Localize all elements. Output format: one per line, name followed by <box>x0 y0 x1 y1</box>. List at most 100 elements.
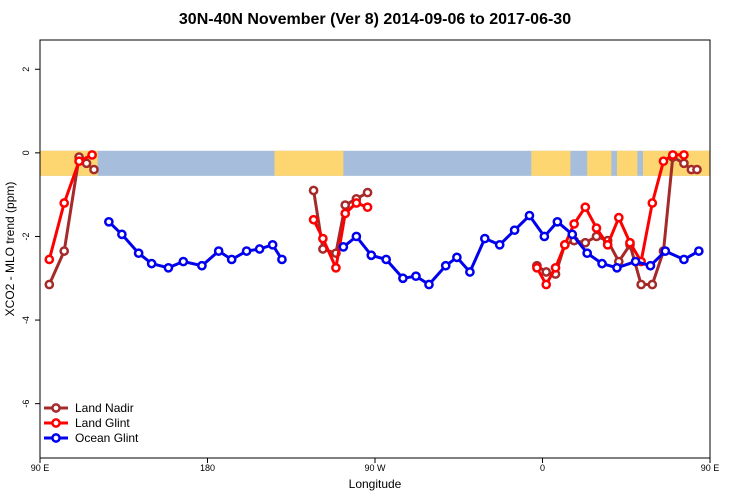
legend-ocean-glint-label: Ocean Glint <box>75 431 139 445</box>
ocean-glint-point <box>465 267 475 277</box>
ocean-glint-point <box>479 233 490 244</box>
land-sea-band <box>40 150 710 176</box>
land-nadir-point <box>81 158 92 169</box>
land-glint-point <box>647 198 658 208</box>
ocean-glint-line <box>107 220 284 270</box>
land-glint-point <box>580 202 591 213</box>
land-band-segment <box>274 150 344 176</box>
ocean-glint-point <box>452 252 462 263</box>
land-nadir-line <box>47 155 95 286</box>
land-band-segment <box>616 150 638 176</box>
ocean-glint-point <box>494 239 505 250</box>
land-nadir-point <box>362 187 373 198</box>
land-glint-point <box>613 212 624 223</box>
land-glint-point <box>331 262 341 273</box>
ocean-glint-point <box>582 248 593 259</box>
legend-ocean-glint-marker <box>51 433 61 443</box>
land-nadir-point <box>44 279 55 290</box>
ocean-glint-point <box>630 256 641 267</box>
land-glint-point <box>340 208 351 219</box>
x-axis-label: Longitude <box>349 477 402 491</box>
ocean-glint-point <box>254 244 265 254</box>
land-nadir-point <box>308 185 319 196</box>
ocean-glint-point <box>524 210 535 221</box>
land-glint-point <box>591 223 602 233</box>
land-nadir-point <box>340 200 351 210</box>
land-glint-point <box>351 198 362 208</box>
land-glint-point <box>625 237 635 248</box>
ocean-glint-point <box>612 262 622 273</box>
land-glint-point <box>667 150 678 160</box>
x-axis: 90 E 180 90 W 0 90 E <box>31 458 720 473</box>
land-band-segment <box>587 150 612 176</box>
ocean-glint-point <box>381 254 392 265</box>
ocean-glint-point <box>277 254 287 265</box>
land-glint-point <box>44 254 55 265</box>
ocean-glint-point <box>226 254 237 265</box>
ocean-glint-point <box>509 225 520 236</box>
x-tick-label: 180 <box>200 463 215 473</box>
chart-title: 30N-40N November (Ver 8) 2014-09-06 to 2… <box>179 11 571 28</box>
ocean-glint-point <box>645 260 656 271</box>
land-nadir-point <box>692 164 702 175</box>
land-glint-point <box>318 233 328 244</box>
legend-land-nadir-marker <box>51 403 61 413</box>
ocean-glint-point <box>597 258 607 269</box>
ocean-glint-point <box>567 229 578 240</box>
land-nadir-point <box>679 158 689 169</box>
legend-land-nadir-label: Land Nadir <box>75 401 134 415</box>
land-glint-point <box>308 214 319 225</box>
ocean-glint-point <box>146 258 157 269</box>
land-glint-point <box>74 156 84 167</box>
land-glint-point <box>59 198 70 208</box>
ocean-glint-point <box>338 242 349 252</box>
legend-land-glint-label: Land Glint <box>75 416 130 430</box>
ocean-glint-point <box>267 239 278 250</box>
y-tick-label: 2 <box>21 67 31 72</box>
y-axis-label: XCO2 - MLO trend (ppm) <box>3 182 17 317</box>
ocean-glint-point <box>552 216 563 227</box>
land-glint-point <box>679 150 689 160</box>
land-nadir-point <box>580 237 591 248</box>
ocean-glint-point <box>351 231 362 242</box>
series-layer <box>44 150 704 290</box>
land-glint-point <box>550 262 561 273</box>
ocean-glint-point <box>660 246 671 256</box>
ocean-glint-point <box>693 246 704 256</box>
ocean-glint-point <box>197 260 207 271</box>
y-tick-label: -2 <box>21 232 31 240</box>
land-glint-point <box>602 239 613 250</box>
y-tick-label: -4 <box>21 316 31 324</box>
land-nadir-point <box>89 164 99 175</box>
ocean-glint-point <box>679 254 689 265</box>
land-nadir-point <box>541 267 552 277</box>
land-glint-line <box>47 153 93 260</box>
y-tick-label: -6 <box>21 400 31 408</box>
ocean-glint-point <box>178 256 189 267</box>
land-nadir-point <box>636 279 646 290</box>
land-glint-point <box>362 202 373 213</box>
x-tick-label: 90 E <box>31 463 50 473</box>
ocean-glint-point <box>440 260 451 271</box>
ocean-glint-point <box>424 279 434 290</box>
land-glint-point <box>569 219 579 229</box>
land-nadir-point <box>59 246 70 256</box>
ocean-glint-point <box>398 273 408 284</box>
ocean-glint-point <box>163 262 174 273</box>
x-tick-label: 90 E <box>701 463 720 473</box>
x-tick-label: 90 W <box>364 463 386 473</box>
land-glint-point <box>532 262 542 273</box>
x-tick-label: 0 <box>540 463 545 473</box>
land-glint-point <box>87 150 97 160</box>
land-band-segment <box>531 150 571 176</box>
ocean-glint-point <box>366 250 377 261</box>
land-glint-point <box>541 279 552 290</box>
ocean-glint-point <box>539 231 550 242</box>
ocean-glint-point <box>133 248 144 259</box>
y-tick-label: 0 <box>21 150 31 155</box>
ocean-glint-point <box>411 271 421 282</box>
y-axis: 2 0 -2 -4 -6 <box>21 67 40 408</box>
ocean-glint-point <box>117 229 127 240</box>
